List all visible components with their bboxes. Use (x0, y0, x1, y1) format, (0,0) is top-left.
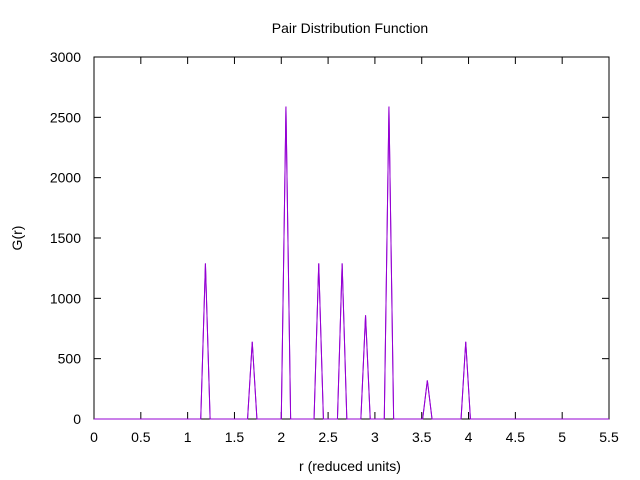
gr-peak (336, 263, 348, 420)
gr-peak (280, 106, 292, 420)
gr-peak (383, 106, 395, 420)
gr-peak (200, 263, 211, 420)
y-tick-label: 1500 (50, 230, 81, 246)
x-tick-label: 0 (90, 429, 98, 445)
x-tick-label: 5 (558, 429, 566, 445)
x-tick-label: 1.5 (225, 429, 245, 445)
plot-axes: 0 0.5 1 1.5 2 2.5 3 3.5 4 4.5 5 5.5 0 500 1000 1500 2000… (50, 49, 619, 445)
y-tick-label: 500 (58, 351, 82, 367)
y-axis-label: G(r) (9, 226, 25, 251)
gr-peak (247, 341, 258, 420)
x-tick-label: 3.5 (412, 429, 432, 445)
x-tick-label: 4.5 (506, 429, 526, 445)
plot-series (94, 106, 609, 420)
y-tick-label: 1000 (50, 290, 81, 306)
x-tick-label: 0.5 (131, 429, 151, 445)
chart-title: Pair Distribution Function (272, 20, 428, 36)
x-tick-label: 4 (465, 429, 473, 445)
y-tick-label: 0 (73, 411, 81, 427)
x-tick-label: 5.5 (599, 429, 619, 445)
y-tick-label: 2500 (50, 109, 81, 125)
gr-peak (360, 315, 371, 420)
gr-peak (422, 380, 433, 420)
plot-frame (93, 56, 610, 420)
gr-peak (460, 341, 471, 420)
x-tick-label: 2.5 (318, 429, 338, 445)
x-tick-label: 3 (371, 429, 379, 445)
y-tick-label: 2000 (50, 170, 81, 186)
y-tick-label: 3000 (50, 49, 81, 65)
x-tick-label: 1 (184, 429, 192, 445)
x-axis-label: r (reduced units) (299, 458, 401, 474)
x-tick-label: 2 (277, 429, 285, 445)
gr-series-line (94, 106, 609, 420)
gr-peak (313, 263, 324, 420)
